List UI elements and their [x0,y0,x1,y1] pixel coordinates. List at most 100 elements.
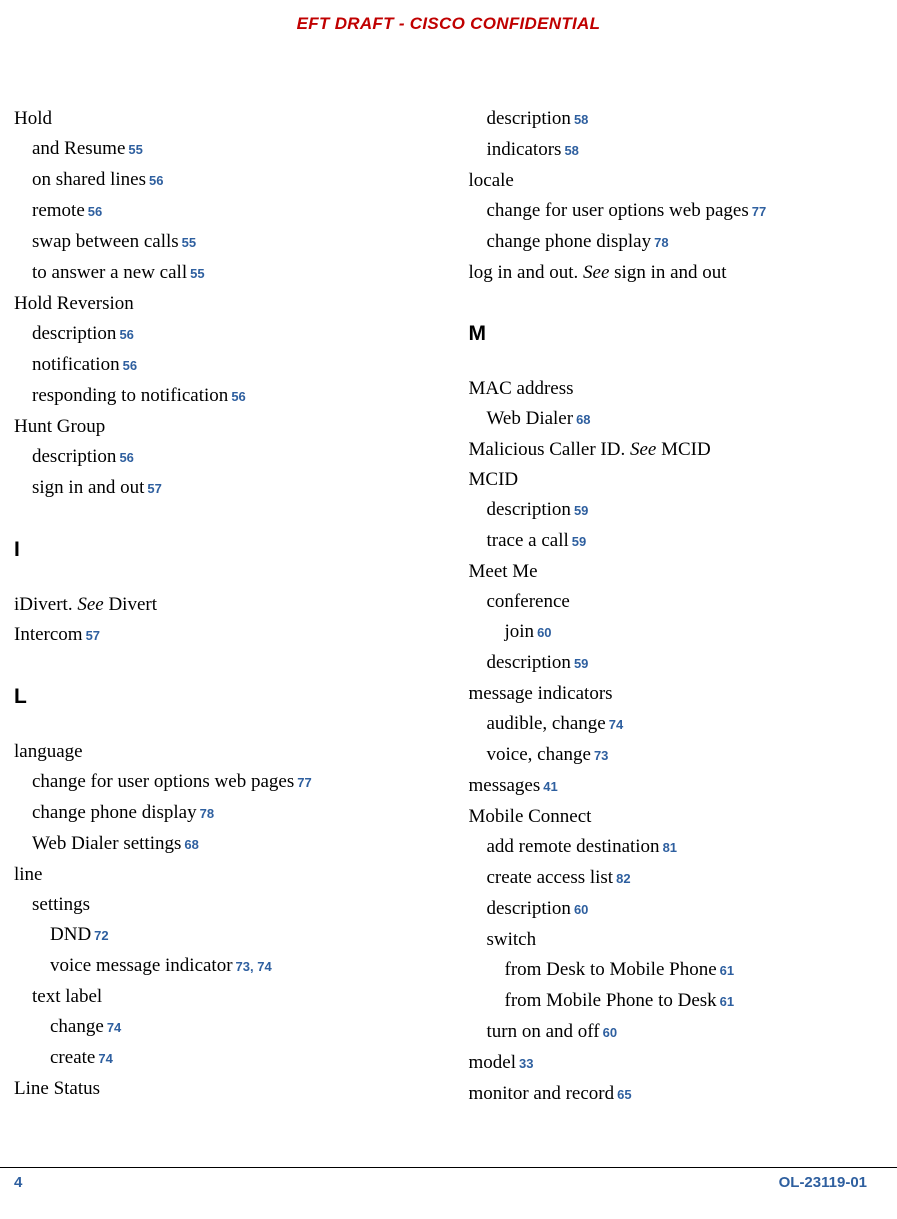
entry-text: Web Dialer [487,408,574,429]
page-ref[interactable]: 74 [107,1020,121,1035]
mcid-trace: trace a call59 [487,526,868,557]
msg-indicators-audible: audible, change74 [487,709,868,740]
page-ref[interactable]: 58 [564,143,578,158]
mobile-connect-create-access: create access list82 [487,863,868,894]
see-italic: See [630,439,656,460]
hold-swap: swap between calls55 [32,227,419,258]
footer-inner: 4 OL-23119-01 [0,1168,897,1191]
page-ref[interactable]: 72 [94,928,108,943]
monitor-record: monitor and record65 [469,1079,868,1110]
hold-answer-new: to answer a new call55 [32,258,419,289]
page-ref[interactable]: 55 [128,142,142,157]
page-ref[interactable]: 56 [231,389,245,404]
entry-text: audible, change [487,713,606,734]
page-ref[interactable]: 56 [88,204,102,219]
entry-text: change for user options web pages [487,200,749,221]
page-ref[interactable]: 57 [86,628,100,643]
page-ref[interactable]: 60 [537,625,551,640]
page-ref[interactable]: 61 [720,994,734,1009]
line-voice-msg: voice message indicator73, 74 [50,951,419,982]
line-settings: settings [32,890,419,920]
draft-header: EFT DRAFT - CISCO CONFIDENTIAL [0,0,897,44]
hold-reversion-responding: responding to notification56 [32,381,419,412]
locale-title: locale [469,166,868,196]
hold-remote: remote56 [32,196,419,227]
entry-text: change phone display [32,802,197,823]
hold-title: Hold [14,104,419,134]
log-post: sign in and out [609,262,726,283]
page-ref[interactable]: 56 [123,358,137,373]
idivert: iDivert. See Divert [14,590,419,620]
entry-text: voice, change [487,744,591,765]
page-ref[interactable]: 60 [603,1025,617,1040]
see-italic: See [77,594,103,615]
page-ref[interactable]: 74 [98,1051,112,1066]
page-ref[interactable]: 33 [519,1056,533,1071]
meet-me-title: Meet Me [469,557,868,587]
idivert-post: Divert [104,594,157,615]
entry-text: and Resume [32,138,125,159]
page-ref[interactable]: 61 [720,963,734,978]
page-ref[interactable]: 59 [574,656,588,671]
entry-text: description [487,898,571,919]
page-ref[interactable]: 78 [200,806,214,821]
page-ref[interactable]: 55 [182,235,196,250]
mobile-connect-turn-on-off: turn on and off60 [487,1017,868,1048]
index-columns: Hold and Resume55 on shared lines56 remo… [0,44,897,1110]
page-ref[interactable]: 60 [574,902,588,917]
meet-me-conference: conference [487,587,868,617]
page-ref[interactable]: 81 [663,840,677,855]
hunt-group-sign: sign in and out57 [32,473,419,504]
page-ref[interactable]: 56 [119,450,133,465]
mobile-connect-title: Mobile Connect [469,802,868,832]
page-ref[interactable]: 65 [617,1087,631,1102]
entry-text: Web Dialer settings [32,833,181,854]
entry-text: create access list [487,867,614,888]
page-ref[interactable]: 68 [184,837,198,852]
entry-text: notification [32,354,120,375]
entry-text: description [487,499,571,520]
mobile-connect-desk-to-mobile: from Desk to Mobile Phone61 [505,955,868,986]
msg-indicators-voice: voice, change73 [487,740,868,771]
page-ref[interactable]: 57 [147,481,161,496]
page-ref[interactable]: 73, 74 [236,959,272,974]
page-ref[interactable]: 74 [609,717,623,732]
mcid-desc: description59 [487,495,868,526]
malicious-post: MCID [656,439,710,460]
entry-text: on shared lines [32,169,146,190]
see-italic: See [583,262,609,283]
document-id: OL-23119-01 [779,1174,867,1191]
page-ref[interactable]: 56 [119,327,133,342]
line-create: create74 [50,1043,419,1074]
section-letter-m: M [469,322,868,346]
line-title: line [14,860,419,890]
page-ref[interactable]: 73 [594,748,608,763]
left-column: Hold and Resume55 on shared lines56 remo… [0,104,449,1110]
hold-reversion-notif: notification56 [32,350,419,381]
page-ref[interactable]: 77 [752,204,766,219]
entry-text: description [32,323,116,344]
line-change: change74 [50,1012,419,1043]
page-ref[interactable]: 59 [572,534,586,549]
page-ref[interactable]: 68 [576,412,590,427]
entry-text: sign in and out [32,477,144,498]
hold-reversion-desc: description56 [32,319,419,350]
entry-text: to answer a new call [32,262,187,283]
page-ref[interactable]: 56 [149,173,163,188]
page-ref[interactable]: 41 [543,779,557,794]
entry-text: DND [50,924,91,945]
page-ref[interactable]: 59 [574,503,588,518]
hunt-group-desc: description56 [32,442,419,473]
mac-web-dialer: Web Dialer68 [487,404,868,435]
page-ref[interactable]: 78 [654,235,668,250]
language-change-phone: change phone display78 [32,798,419,829]
page-ref[interactable]: 58 [574,112,588,127]
entry-text: messages [469,775,541,796]
entry-text: turn on and off [487,1021,600,1042]
entry-text: from Mobile Phone to Desk [505,990,717,1011]
page-ref[interactable]: 82 [616,871,630,886]
mobile-connect-mobile-to-desk: from Mobile Phone to Desk61 [505,986,868,1017]
hunt-group-title: Hunt Group [14,412,419,442]
page-ref[interactable]: 55 [190,266,204,281]
page-ref[interactable]: 77 [297,775,311,790]
